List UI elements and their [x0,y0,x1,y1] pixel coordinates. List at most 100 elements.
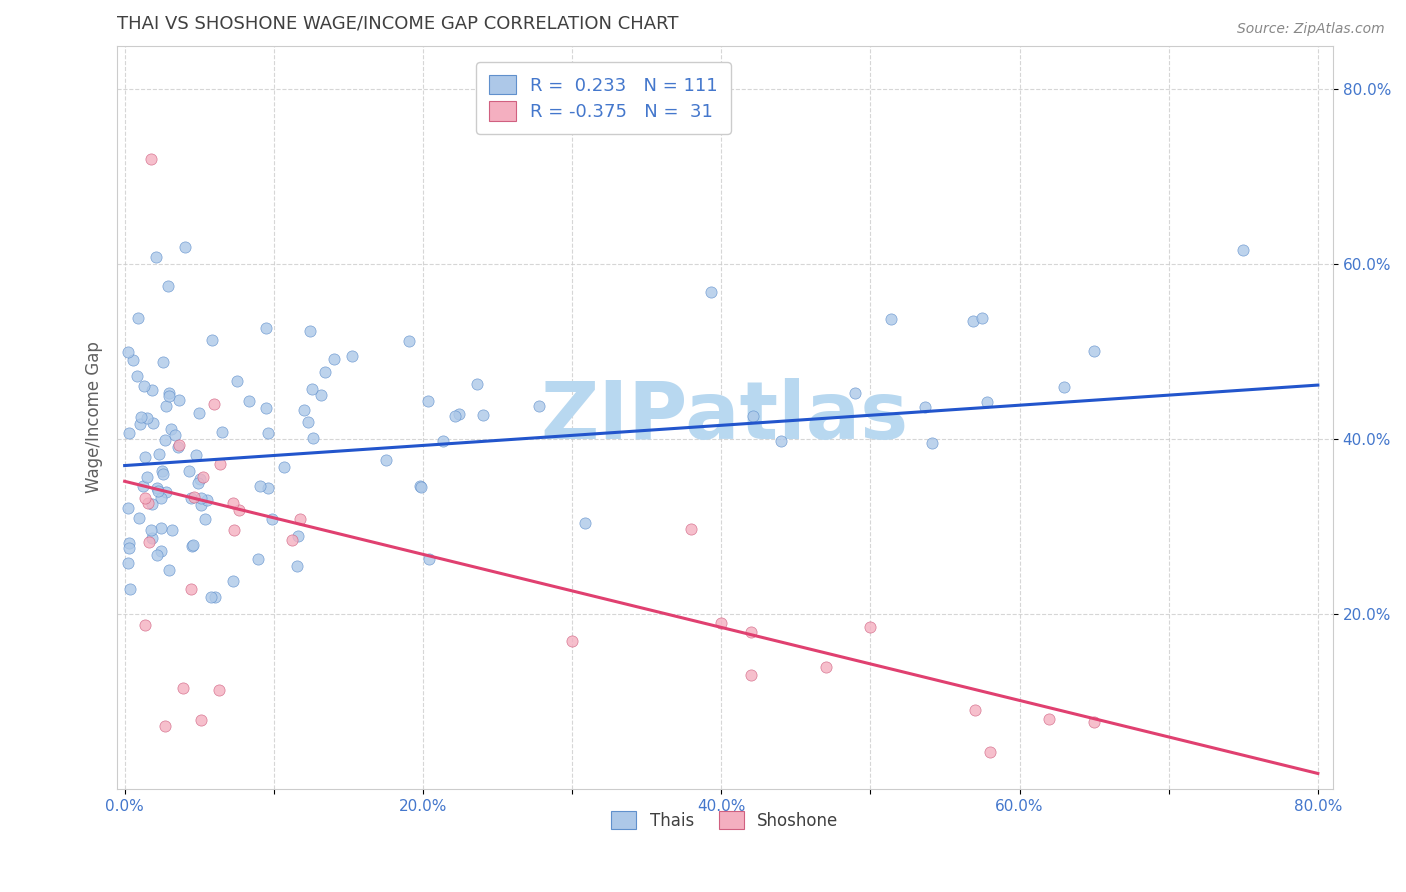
Point [180,582,202,597]
Point [187,476,209,491]
Point [181,539,204,553]
Point [527,399,550,413]
Point [152,467,174,481]
Point [222,574,245,588]
Point [292,403,315,417]
Point [118,536,141,550]
Point [285,558,308,573]
Point [146,481,169,495]
Point [141,531,163,545]
Point [190,472,212,486]
Point [416,394,439,409]
Point [447,407,470,421]
Point [160,523,183,537]
Point [136,496,159,510]
Point [740,668,762,682]
Point [246,551,269,566]
Point [118,425,141,440]
Point [299,324,322,338]
Point [256,425,278,440]
Point [249,479,271,493]
Point [183,490,205,504]
Point [699,285,721,300]
Point [157,278,180,293]
Point [221,496,243,510]
Point [254,321,277,335]
Point [141,383,163,397]
Point [288,511,311,525]
Point [859,620,882,634]
Point [129,417,152,431]
Point [155,399,177,413]
Point [150,464,173,478]
Point [444,409,467,423]
Point [173,240,195,254]
Point [157,389,180,403]
Point [149,521,172,535]
Point [142,416,165,430]
Point [181,538,204,552]
Point [409,479,432,493]
Point [120,582,142,596]
Point [169,393,191,408]
Point [273,460,295,475]
Point [1038,712,1060,726]
Point [157,563,180,577]
Point [138,535,160,549]
Point [134,618,156,632]
Point [128,511,150,525]
Point [314,365,336,379]
Point [148,447,170,461]
Point [710,615,733,630]
Point [301,382,323,396]
Point [167,440,190,454]
Point [153,718,176,732]
Text: Source: ZipAtlas.com: Source: ZipAtlas.com [1237,22,1385,37]
Point [157,386,180,401]
Point [211,425,233,440]
Point [681,522,703,536]
Point [741,409,763,423]
Point [375,453,398,467]
Point [141,497,163,511]
Point [165,427,187,442]
Point [118,541,141,556]
Point [167,438,190,452]
Point [222,523,245,537]
Point [254,401,277,415]
Point [322,351,344,366]
Point [135,410,157,425]
Point [228,503,250,517]
Point [262,512,284,526]
Point [963,704,986,718]
Point [979,745,1001,759]
Point [117,500,139,515]
Point [465,377,488,392]
Point [200,590,222,604]
Point [561,633,583,648]
Point [398,334,420,349]
Legend: Thais, Shoshone: Thais, Shoshone [605,805,845,837]
Point [972,311,994,326]
Point [125,368,148,383]
Point [226,374,249,388]
Point [201,333,224,347]
Point [190,498,212,512]
Point [117,556,139,570]
Point [432,434,454,449]
Point [297,416,319,430]
Point [172,681,194,695]
Point [740,624,762,639]
Point [134,450,156,464]
Point [134,491,156,506]
Point [207,682,229,697]
Point [136,469,159,483]
Point [132,478,155,492]
Point [418,552,440,566]
Point [145,250,167,264]
Text: ZIPatlas: ZIPatlas [541,378,910,457]
Point [132,378,155,392]
Point [155,485,177,500]
Point [257,481,280,495]
Point [180,491,202,505]
